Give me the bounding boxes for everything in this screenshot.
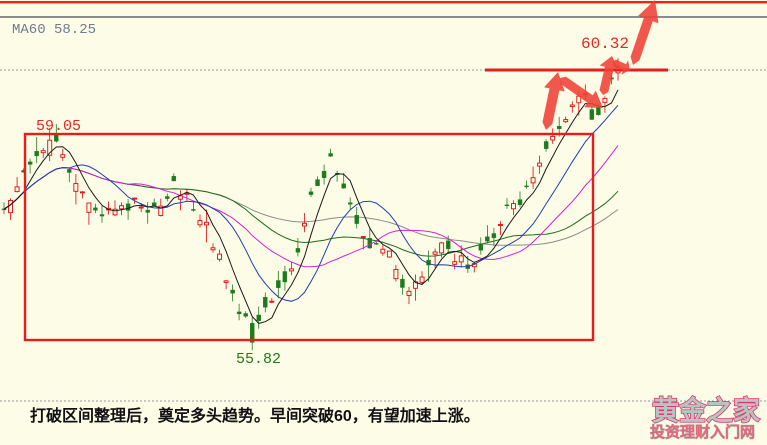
svg-text:MA60 58.25: MA60 58.25 [12,22,96,38]
svg-text:黄金之家: 黄金之家 [652,395,760,426]
svg-text:60.32: 60.32 [581,35,629,53]
svg-text:投资理财入门网: 投资理财入门网 [650,423,755,441]
svg-text:打破区间整理后，奠定多头趋势。早间突破60，有望加速上涨。: 打破区间整理后，奠定多头趋势。早间突破60，有望加速上涨。 [30,406,480,425]
svg-text:59.05: 59.05 [36,118,81,135]
svg-text:55.82: 55.82 [236,351,281,368]
